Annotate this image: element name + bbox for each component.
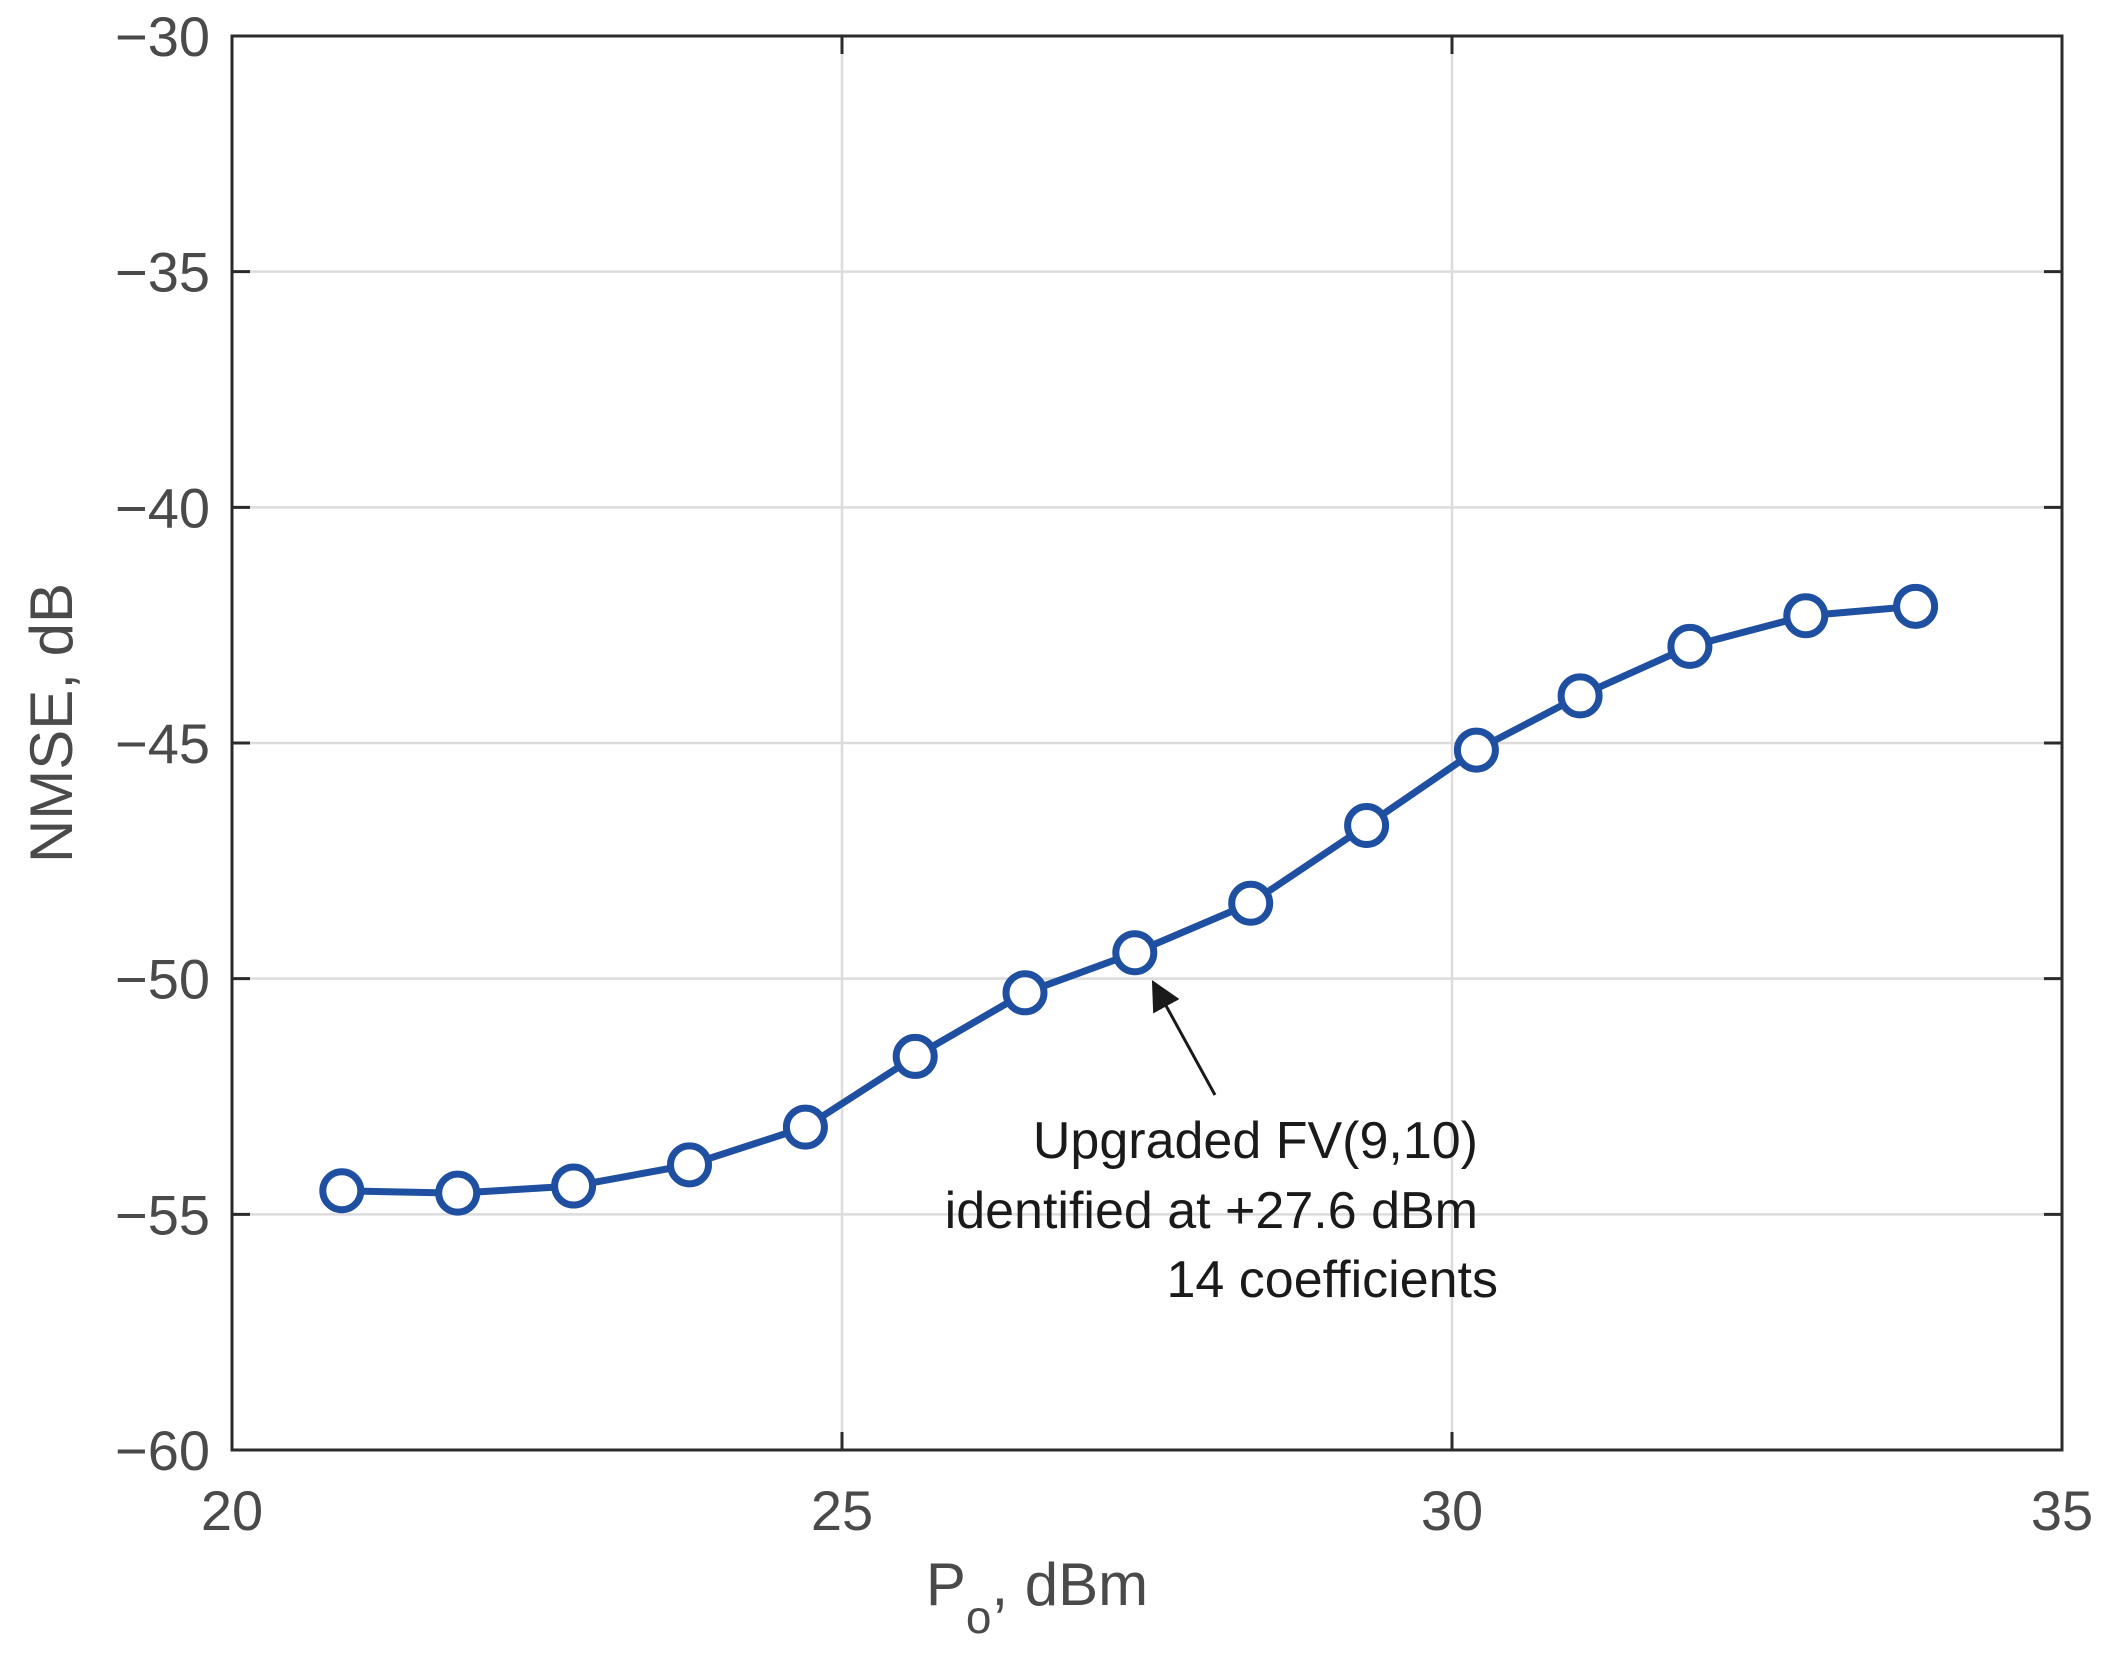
data-point [319,1168,365,1214]
x-axis-title-sub: o [966,1591,992,1643]
x-tick-label: 20 [201,1479,263,1542]
y-tick-label: −40 [115,476,210,539]
x-axis-title-rest: , dBm [991,1551,1148,1618]
data-point [892,1033,938,1079]
x-axis-title-main: P [926,1551,966,1618]
y-tick-label: −55 [115,1183,210,1246]
x-tick-label: 30 [1421,1479,1483,1542]
grid [232,36,2062,1450]
data-point [1112,930,1158,976]
data-point [1667,623,1713,669]
x-tick-label: 25 [811,1479,873,1542]
x-axis-title: Po, dBm [926,1551,1148,1643]
annotation: Upgraded FV(9,10) identified at +27.6 dBm… [945,979,1498,1309]
y-tick-label: −30 [115,5,210,68]
y-tick-label: −45 [115,712,210,775]
data-point [435,1170,481,1216]
series [319,583,1939,1216]
y-tick-label: −60 [115,1419,210,1482]
annotation-text: 14 coefficients [1167,1251,1498,1309]
series-line [341,602,1916,1197]
y-tick-label: −35 [115,241,210,304]
data-point [782,1104,828,1150]
annotation-text: identified at +27.6 dBm [945,1182,1478,1240]
data-point [1228,880,1274,926]
y-axis-title: NMSE, dB [18,583,85,863]
data-point [1893,583,1939,629]
annotation-text: Upgraded FV(9,10) [1033,1112,1478,1170]
x-tick-label: 35 [2031,1479,2093,1542]
data-point [1783,593,1829,639]
annotation-arrow [1151,979,1217,1096]
ticks [230,34,2064,1452]
data-point [1344,802,1390,848]
data-point [1453,727,1499,773]
tick-labels: 20 25 30 35 −30 −35 −40 −45 −50 −55 −60 [115,5,2093,1542]
data-point [1002,970,1048,1016]
data-point [667,1142,712,1188]
y-tick-label: −50 [115,948,210,1011]
data-point [551,1163,597,1209]
data-point [1557,673,1603,719]
